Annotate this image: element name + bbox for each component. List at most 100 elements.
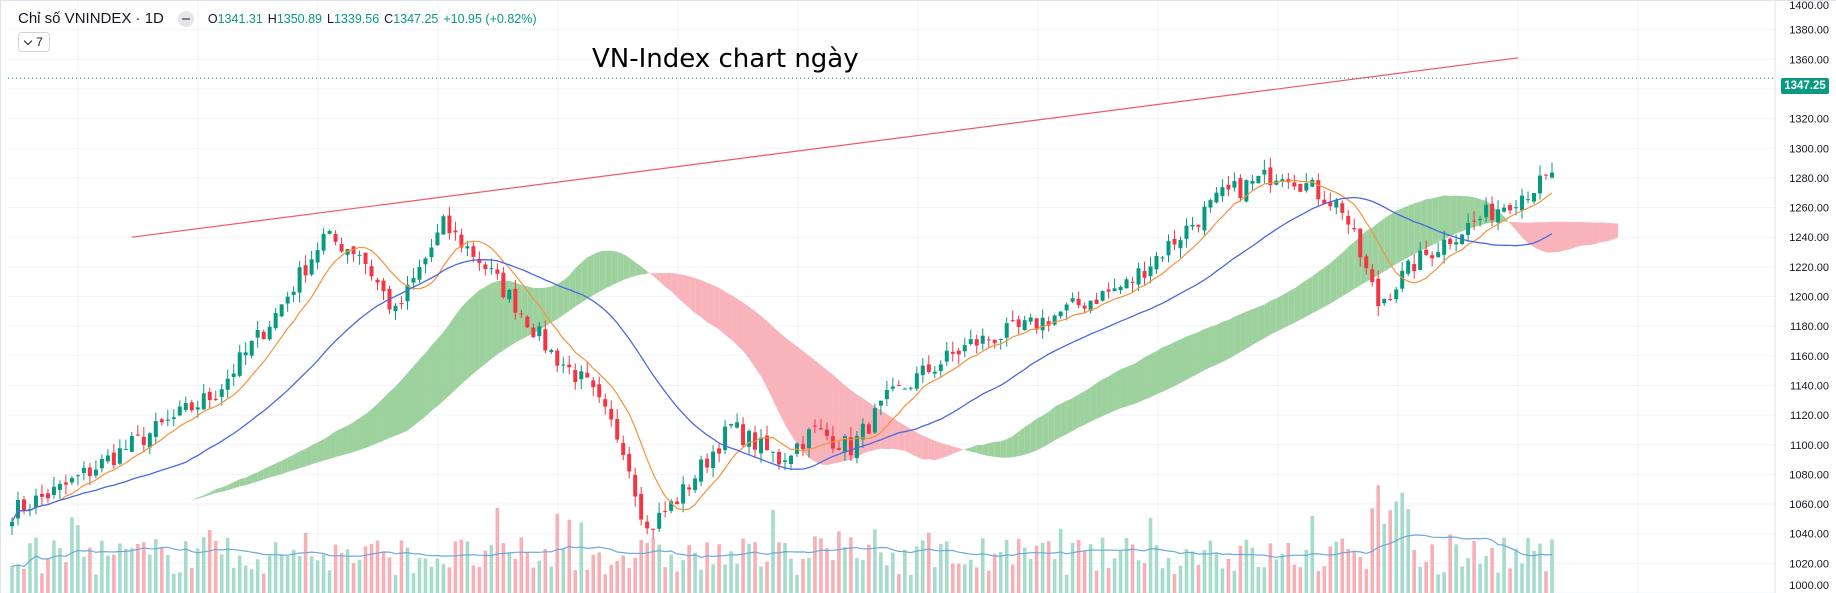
cloud-segment [743, 302, 750, 359]
candle-body [525, 316, 530, 328]
candle-body [567, 364, 572, 368]
volume-bar [465, 541, 470, 593]
cloud-segment [581, 257, 588, 303]
candle-body [1394, 289, 1399, 300]
cloud-segment [359, 414, 366, 450]
volume-bar [1148, 518, 1153, 593]
volume-bar [759, 566, 763, 593]
volume-bar [333, 544, 338, 593]
candle-body [735, 422, 740, 428]
symbol-title[interactable]: Chỉ số VNINDEX · 1D [18, 10, 164, 27]
volume-bar [1274, 559, 1279, 593]
cloud-segment [1426, 198, 1433, 249]
volume-bar [441, 564, 446, 593]
cloud-segment [251, 472, 258, 484]
cloud-segment [994, 441, 1001, 458]
cloud-segment [611, 250, 618, 286]
volume-bar [944, 541, 949, 593]
candle-body [902, 388, 907, 390]
candle-body [1160, 257, 1165, 259]
volume-bar [861, 560, 865, 593]
volume-bar [1508, 568, 1512, 593]
cloud-segment [1204, 326, 1211, 371]
candle-body [651, 528, 656, 530]
candle-body [860, 423, 865, 440]
volume-bar [297, 556, 302, 593]
cloud-segment [1132, 361, 1139, 405]
cloud-segment [641, 266, 648, 275]
volume-bar [681, 560, 685, 593]
last-price-label: 1347.25 [1781, 78, 1829, 94]
cloud-segment [1276, 295, 1283, 332]
candle-body [1028, 317, 1033, 322]
candle-body [866, 424, 871, 434]
candle-body [1250, 180, 1255, 184]
cloud-segment [1312, 271, 1319, 314]
volume-bar [579, 522, 584, 593]
volume-bar [267, 555, 272, 593]
volume-bar [64, 562, 68, 593]
candle-body [111, 452, 116, 466]
volume-bar [567, 519, 572, 593]
cloud-segment [1456, 195, 1463, 234]
candle-body [1424, 249, 1429, 255]
volume-bar [1178, 565, 1183, 593]
volume-bar [22, 568, 26, 593]
volume-bar [1502, 537, 1506, 593]
volume-bar [10, 566, 14, 593]
volume-bar [1262, 567, 1267, 593]
candle-body [237, 352, 242, 376]
cloud-segment [1438, 195, 1445, 243]
candle-body [986, 339, 991, 341]
indicators-toggle-button[interactable]: 7 [18, 32, 50, 52]
candle-body [45, 493, 50, 499]
price-tick-label: 1040.00 [1789, 529, 1829, 541]
volume-bar [447, 567, 452, 593]
volume-bar [1424, 561, 1428, 593]
cloud-segment [1306, 276, 1313, 317]
candle-body [279, 304, 284, 317]
candle-body [1058, 311, 1063, 317]
candle-body [1328, 201, 1333, 207]
candle-body [1292, 182, 1297, 187]
candle-body [453, 230, 458, 233]
volume-bar [381, 552, 386, 593]
candle-body [399, 303, 404, 305]
cloud-segment [761, 315, 768, 388]
candle-body [705, 458, 710, 468]
cloud-segment [767, 321, 774, 401]
candle-body [255, 330, 260, 338]
cloud-segment [1126, 364, 1133, 407]
candle-body [171, 417, 176, 419]
cloud-segment [1402, 205, 1409, 261]
volume-bar [891, 552, 895, 593]
cloud-segment [1540, 222, 1547, 253]
cloud-segment [1048, 406, 1055, 444]
volume-bar [729, 551, 733, 593]
volume-bar [1124, 537, 1129, 593]
candle-body [938, 364, 943, 372]
volume-bar [1430, 544, 1434, 593]
volume-bar [351, 562, 356, 593]
cloud-segment [569, 268, 576, 312]
candle-body [1256, 175, 1261, 184]
cloud-segment [1030, 418, 1037, 453]
cloud-segment [287, 454, 294, 473]
candle-body [1202, 206, 1207, 231]
volume-bar [46, 558, 50, 593]
cloud-segment [575, 262, 582, 307]
candle-body [645, 521, 650, 529]
volume-bar [1244, 539, 1249, 593]
candle-body [291, 291, 296, 295]
candle-body [519, 313, 524, 315]
volume-bar [927, 532, 931, 593]
volume-bar [285, 556, 290, 593]
volume-bar [1364, 569, 1369, 593]
candle-body [1370, 269, 1375, 283]
visibility-icon[interactable] [177, 10, 194, 27]
cloud-segment [1102, 376, 1109, 417]
cloud-segment [497, 280, 504, 355]
cloud-segment [1336, 252, 1343, 300]
